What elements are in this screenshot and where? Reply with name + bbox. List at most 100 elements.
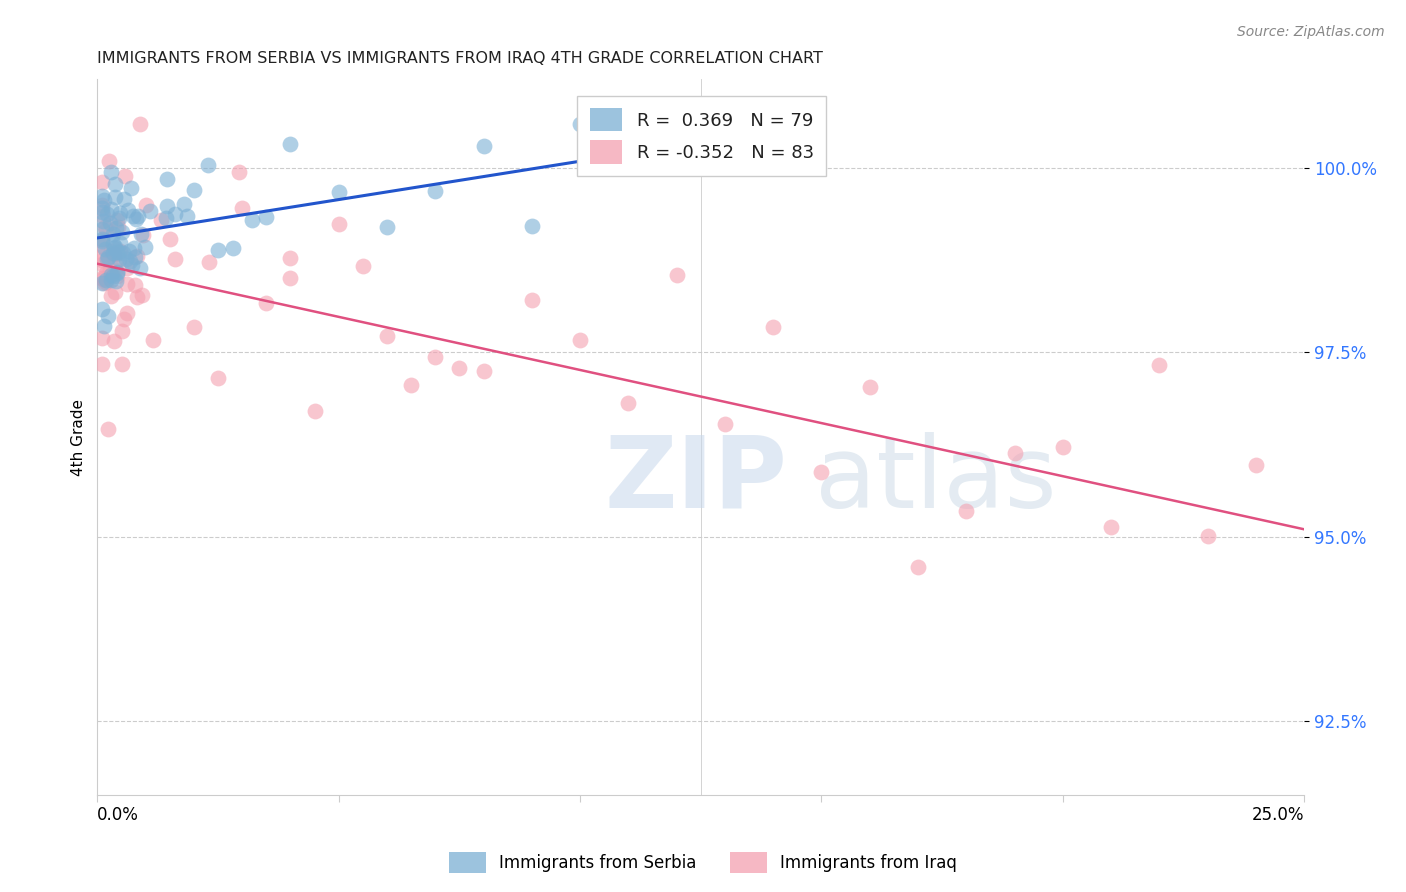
- Point: [280, 136, 302, 151]
- Point: [665, 268, 688, 282]
- Point: [103, 334, 125, 348]
- Point: [115, 306, 138, 320]
- Point: [115, 252, 138, 267]
- Point: [91, 205, 114, 219]
- Point: [91, 331, 114, 345]
- Point: [120, 254, 142, 268]
- Point: [569, 117, 592, 131]
- Point: [112, 312, 135, 326]
- Point: [375, 329, 398, 343]
- Point: [122, 209, 145, 223]
- Point: [163, 252, 186, 266]
- Point: [91, 175, 114, 189]
- Point: [96, 207, 118, 221]
- Point: [104, 285, 127, 299]
- Point: [1099, 520, 1122, 534]
- Point: [762, 319, 785, 334]
- Point: [1004, 446, 1026, 460]
- Point: [280, 270, 302, 285]
- Point: [100, 268, 122, 282]
- Point: [97, 309, 120, 323]
- Point: [97, 250, 120, 264]
- Point: [112, 245, 135, 260]
- Point: [228, 165, 250, 179]
- Point: [118, 244, 141, 258]
- Point: [328, 217, 350, 231]
- Point: [105, 247, 128, 261]
- Point: [91, 276, 114, 290]
- Point: [135, 197, 157, 211]
- Point: [240, 213, 263, 227]
- Point: [155, 211, 177, 225]
- Point: [375, 220, 398, 235]
- Point: [105, 244, 128, 259]
- Point: [156, 199, 179, 213]
- Point: [115, 261, 138, 276]
- Point: [91, 202, 114, 216]
- Point: [859, 380, 882, 394]
- Point: [221, 241, 243, 255]
- Point: [1052, 440, 1074, 454]
- Point: [304, 404, 326, 418]
- Point: [91, 256, 114, 270]
- Point: [91, 232, 114, 246]
- Point: [183, 320, 205, 334]
- Point: [91, 234, 114, 248]
- Point: [159, 231, 181, 245]
- Point: [91, 272, 114, 286]
- Point: [125, 212, 148, 227]
- Point: [1149, 358, 1171, 372]
- Point: [100, 165, 122, 179]
- Point: [103, 245, 125, 260]
- Point: [1244, 458, 1267, 472]
- Point: [98, 154, 121, 169]
- Point: [101, 247, 124, 261]
- Point: [103, 242, 125, 256]
- Point: [569, 333, 592, 347]
- Point: [105, 274, 128, 288]
- Point: [449, 360, 471, 375]
- Point: [94, 242, 117, 256]
- Point: [101, 237, 124, 252]
- Point: [131, 287, 153, 301]
- Point: [163, 207, 186, 221]
- Point: [108, 244, 131, 258]
- Text: atlas: atlas: [815, 432, 1057, 529]
- Point: [114, 169, 136, 183]
- Point: [91, 221, 114, 235]
- Point: [91, 252, 114, 267]
- Point: [93, 319, 115, 334]
- Point: [98, 263, 121, 277]
- Point: [617, 154, 640, 169]
- Point: [124, 251, 146, 265]
- Text: 25.0%: 25.0%: [1251, 806, 1305, 824]
- Point: [254, 210, 277, 224]
- Point: [101, 268, 124, 283]
- Point: [173, 197, 195, 211]
- Point: [127, 210, 149, 224]
- Point: [100, 202, 122, 217]
- Y-axis label: 4th Grade: 4th Grade: [72, 399, 86, 475]
- Point: [124, 278, 146, 293]
- Point: [139, 203, 162, 218]
- Point: [254, 296, 277, 310]
- Text: ZIP: ZIP: [605, 432, 787, 529]
- Point: [103, 227, 125, 242]
- Legend: R =  0.369   N = 79, R = -0.352   N = 83: R = 0.369 N = 79, R = -0.352 N = 83: [576, 95, 827, 177]
- Point: [94, 223, 117, 237]
- Point: [121, 258, 143, 272]
- Point: [94, 220, 117, 235]
- Point: [112, 192, 135, 206]
- Point: [207, 243, 229, 257]
- Legend: Immigrants from Serbia, Immigrants from Iraq: Immigrants from Serbia, Immigrants from …: [443, 846, 963, 880]
- Point: [107, 265, 129, 279]
- Point: [96, 252, 118, 266]
- Point: [107, 212, 129, 227]
- Point: [128, 117, 150, 131]
- Point: [328, 185, 350, 199]
- Point: [104, 255, 127, 269]
- Point: [132, 228, 155, 243]
- Point: [96, 272, 118, 286]
- Point: [127, 249, 149, 263]
- Point: [115, 277, 138, 291]
